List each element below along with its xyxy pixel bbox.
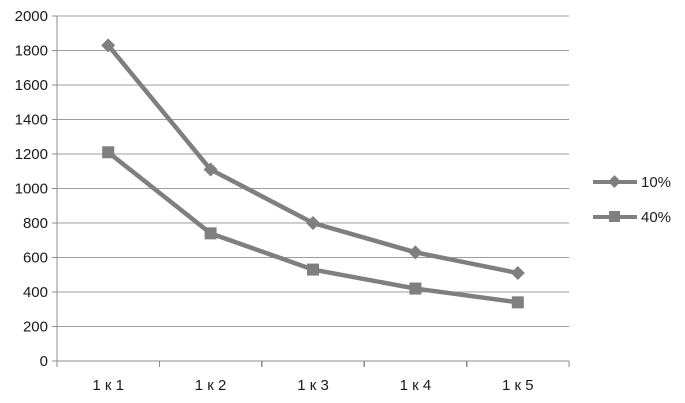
y-axis-tick-label: 800 bbox=[23, 215, 48, 232]
y-axis-tick-label: 400 bbox=[23, 284, 48, 301]
chart-legend: 10% 40% bbox=[593, 171, 671, 228]
legend-entry-40pct: 40% bbox=[593, 206, 671, 228]
y-axis-tick-label: 1200 bbox=[15, 146, 48, 163]
y-axis-tick-label: 2000 bbox=[15, 8, 48, 25]
x-axis-category-label: 1 к 2 bbox=[195, 377, 227, 394]
data-point-diamond bbox=[510, 266, 525, 281]
x-axis-category-label: 1 к 5 bbox=[502, 377, 534, 394]
legend-entry-10pct: 10% bbox=[593, 171, 671, 193]
data-point-diamond bbox=[203, 162, 218, 177]
x-axis-category-label: 1 к 1 bbox=[92, 377, 124, 394]
y-axis-tick-label: 1400 bbox=[15, 112, 48, 129]
y-axis-tick-label: 600 bbox=[23, 250, 48, 267]
y-axis-tick-label: 0 bbox=[40, 353, 48, 370]
data-point-diamond bbox=[101, 38, 116, 53]
y-axis-tick-label: 1000 bbox=[15, 181, 48, 198]
legend-label: 10% bbox=[641, 173, 672, 191]
x-axis-category-label: 1 к 4 bbox=[400, 377, 432, 394]
square-marker-icon bbox=[609, 211, 620, 222]
y-axis-tick-label: 1800 bbox=[15, 43, 48, 60]
data-point-square bbox=[409, 282, 422, 295]
data-point-square bbox=[307, 263, 319, 276]
series-line-10% bbox=[106, 43, 519, 276]
y-axis-tick-label: 1600 bbox=[15, 77, 48, 94]
x-axis-category-label: 1 к 3 bbox=[297, 377, 329, 394]
data-point-diamond bbox=[306, 216, 320, 230]
y-axis-tick-label: 200 bbox=[23, 319, 48, 336]
data-point-square bbox=[102, 146, 115, 159]
legend-label: 40% bbox=[641, 208, 672, 226]
legend-key bbox=[593, 206, 637, 228]
data-point-diamond bbox=[408, 245, 423, 260]
data-point-square bbox=[204, 227, 217, 240]
legend-key bbox=[593, 171, 637, 193]
diamond-marker-icon bbox=[608, 175, 621, 188]
data-point-square bbox=[511, 296, 524, 309]
